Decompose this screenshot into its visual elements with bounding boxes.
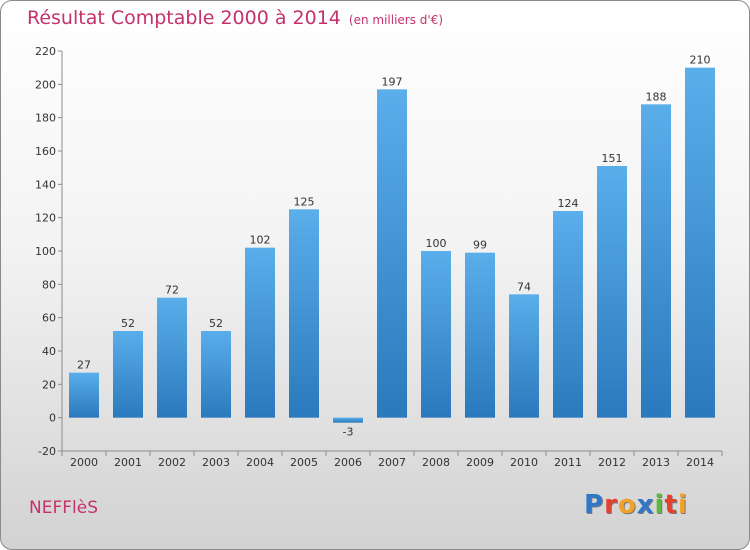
- data-label: 151: [602, 152, 623, 165]
- bar: [421, 251, 451, 418]
- data-label: 52: [209, 317, 223, 330]
- x-tick-label: 2007: [378, 456, 406, 469]
- bars: [69, 67, 715, 423]
- logo-letter: r: [604, 490, 618, 520]
- bar: [157, 297, 187, 418]
- bar: [641, 104, 671, 418]
- x-tick-label: 2012: [598, 456, 626, 469]
- proxiti-logo[interactable]: Proxiti: [584, 490, 688, 520]
- x-tick-label: 2004: [246, 456, 274, 469]
- x-tick-label: 2013: [642, 456, 670, 469]
- logo-letter: x: [636, 490, 655, 520]
- bar: [377, 89, 407, 418]
- x-tick-label: 2001: [114, 456, 142, 469]
- data-label: 197: [382, 75, 403, 88]
- data-label: 102: [250, 234, 271, 247]
- x-tick-label: 2009: [466, 456, 494, 469]
- data-label: 99: [473, 239, 487, 252]
- data-labels: 27 52 72 52 102 125 -3 197 100 99 74 124 151 188 210: [77, 54, 711, 439]
- y-tick-label: 0: [49, 412, 56, 425]
- bar: [69, 372, 99, 418]
- axes: -20 0 20 40 60 80 100 120 140 160 180 200 220 2000 200…: [35, 45, 723, 469]
- bar: [201, 331, 231, 418]
- y-tick-label: 120: [35, 212, 56, 225]
- x-tick-label: 2006: [334, 456, 362, 469]
- y-tick-label: 140: [35, 178, 56, 191]
- data-label: -3: [343, 426, 354, 439]
- y-tick-label: 180: [35, 112, 56, 125]
- y-tick-label: 60: [42, 312, 56, 325]
- bar: [113, 331, 143, 418]
- data-label: 100: [426, 237, 447, 250]
- chart-title: Résultat Comptable 2000 à 2014 (en millie…: [27, 7, 443, 29]
- data-label: 124: [558, 197, 579, 210]
- data-label: 125: [294, 195, 315, 208]
- data-label: 72: [165, 284, 179, 297]
- x-tick-label: 2008: [422, 456, 450, 469]
- x-tick-label: 2005: [290, 456, 318, 469]
- bar: [685, 67, 715, 418]
- data-label: 210: [690, 54, 711, 67]
- bar: [553, 211, 583, 418]
- bar: [289, 209, 319, 418]
- logo-letter: P: [584, 490, 605, 520]
- y-tick-label: 220: [35, 45, 56, 58]
- bar: [509, 294, 539, 418]
- commune-name: NEFFlèS: [29, 498, 98, 518]
- y-tick-label: 100: [35, 245, 56, 258]
- data-label: 27: [77, 359, 91, 372]
- y-tick-label: -20: [38, 445, 56, 458]
- x-tick-label: 2014: [686, 456, 714, 469]
- logo-letter: o: [617, 490, 637, 520]
- bar: [245, 247, 275, 418]
- x-tick-label: 2003: [202, 456, 230, 469]
- bar: [597, 166, 627, 418]
- bar: [333, 417, 363, 423]
- data-label: 74: [517, 280, 531, 293]
- x-tick-label: 2010: [510, 456, 538, 469]
- y-tick-label: 80: [42, 278, 56, 291]
- data-label: 52: [121, 317, 135, 330]
- x-tick-label: 2000: [70, 456, 98, 469]
- y-tick-label: 160: [35, 145, 56, 158]
- chart-title-main: Résultat Comptable 2000 à 2014: [27, 7, 341, 29]
- bar: [465, 252, 495, 418]
- data-label: 188: [646, 90, 667, 103]
- x-tick-label: 2011: [554, 456, 582, 469]
- y-tick-label: 20: [42, 378, 56, 391]
- logo-letter: i: [654, 490, 665, 520]
- logo-letter: t: [664, 490, 678, 520]
- x-tick-label: 2002: [158, 456, 186, 469]
- y-tick-label: 40: [42, 345, 56, 358]
- chart-subtitle: (en milliers d'€): [348, 13, 444, 27]
- y-tick-label: 200: [35, 78, 56, 91]
- logo-letter: i: [677, 490, 688, 520]
